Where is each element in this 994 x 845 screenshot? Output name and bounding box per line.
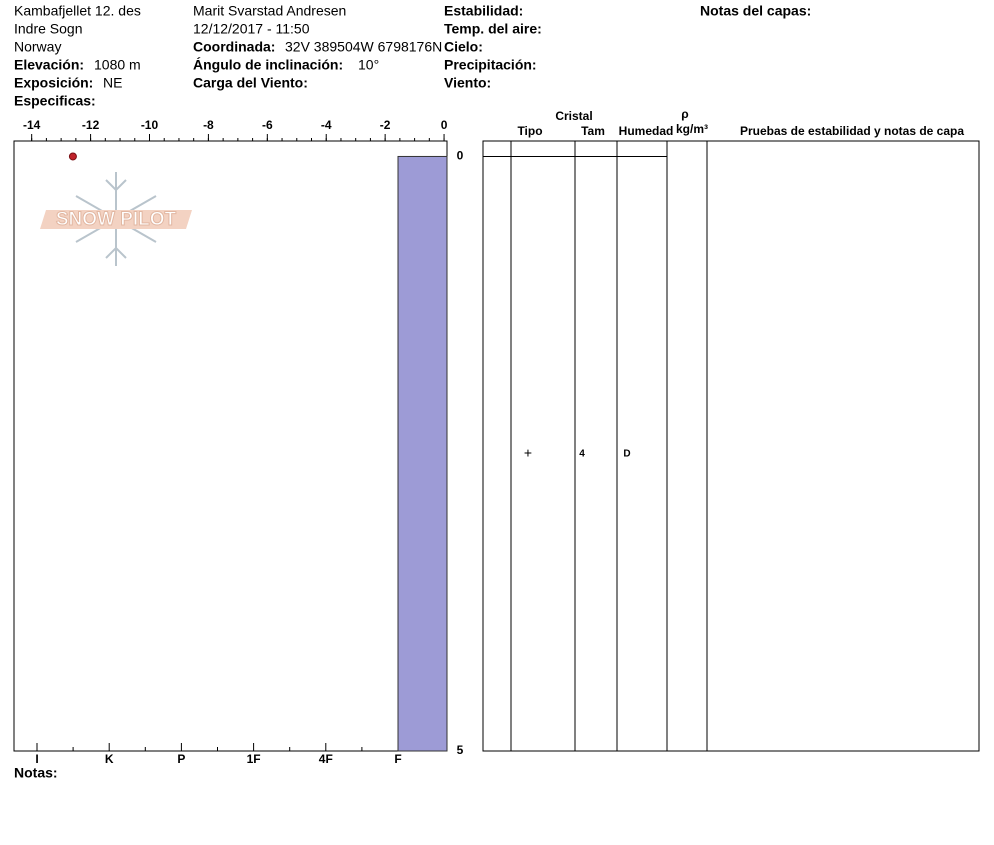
hardness-label: 1F xyxy=(247,752,261,766)
x-tick-label: -10 xyxy=(141,118,159,132)
label: Temp. del aire: xyxy=(444,21,542,37)
table-header: kg/m³ xyxy=(676,122,708,136)
snowflake xyxy=(105,179,127,259)
table-header: Humedad xyxy=(619,124,674,138)
header: Kambafjellet 12. des Indre Sogn Norway E… xyxy=(14,3,811,109)
notes-label: Notas: xyxy=(14,765,58,781)
location: Norway xyxy=(14,39,61,55)
hardness-label: P xyxy=(177,752,185,766)
label: Elevación: xyxy=(14,57,84,73)
table-header: Tipo xyxy=(517,124,542,138)
moisture: D xyxy=(623,448,630,459)
location: Kambafjellet 12. des xyxy=(14,3,141,19)
label: Notas del capas: xyxy=(700,3,811,19)
table-header: ρ xyxy=(681,107,688,121)
hardness-bar xyxy=(397,155,448,752)
label: Coordinada: xyxy=(193,39,275,55)
grain-type: + xyxy=(524,444,532,460)
hardness-label: F xyxy=(394,752,401,766)
label: Especificas: xyxy=(14,93,96,109)
label: Cielo: xyxy=(444,39,483,55)
x-tick-label: -8 xyxy=(203,118,214,132)
x-tick-label: -2 xyxy=(380,118,391,132)
value: 32V 389504W 6798176N xyxy=(285,39,442,55)
observer: Marit Svarstad Andresen xyxy=(193,3,346,19)
grain-size: 4 xyxy=(579,448,585,459)
table-lines xyxy=(510,141,708,751)
x-tick-label: -6 xyxy=(262,118,273,132)
logo-text: SNOW PILOT xyxy=(56,209,177,230)
value: 10° xyxy=(358,57,379,73)
logo: SNOW PILOT xyxy=(40,172,192,266)
label: Viento: xyxy=(444,75,491,91)
label: Carga del Viento: xyxy=(193,75,308,91)
value: NE xyxy=(103,75,122,91)
hardness-label: 4F xyxy=(319,752,333,766)
label: Ángulo de inclinación: xyxy=(193,57,343,73)
hardness-label: I xyxy=(35,752,38,766)
x-tick-label: -14 xyxy=(23,118,41,132)
label: Estabilidad: xyxy=(444,3,523,19)
table-frame xyxy=(482,140,980,752)
logo-band xyxy=(40,210,192,229)
x-tick-label: 0 xyxy=(441,118,448,132)
x-tick-label: -4 xyxy=(321,118,332,132)
table-header: Pruebas de estabilidad y notas de capa xyxy=(740,124,964,138)
location: Indre Sogn xyxy=(14,21,83,37)
x-tick-label: -12 xyxy=(82,118,100,132)
y-tick-label: 5 xyxy=(457,743,464,757)
temperature-point xyxy=(68,152,77,161)
table-header: Cristal xyxy=(555,109,592,123)
datetime: 12/12/2017 - 11:50 xyxy=(193,21,310,37)
label: Precipitación: xyxy=(444,57,537,73)
plot-frame xyxy=(13,140,448,752)
value: 1080 m xyxy=(94,57,141,73)
table-header: Tam xyxy=(581,124,605,138)
hardness-label: K xyxy=(105,752,114,766)
y-tick-label: 0 xyxy=(457,149,464,163)
label: Exposición: xyxy=(14,75,93,91)
